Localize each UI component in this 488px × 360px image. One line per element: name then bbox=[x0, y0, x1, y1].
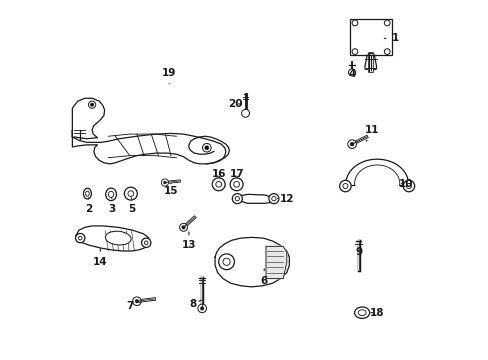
Polygon shape bbox=[72, 98, 104, 139]
Circle shape bbox=[215, 181, 221, 187]
Circle shape bbox=[223, 258, 230, 265]
Polygon shape bbox=[76, 226, 149, 251]
Circle shape bbox=[78, 236, 82, 240]
Circle shape bbox=[268, 194, 278, 204]
Circle shape bbox=[202, 143, 211, 152]
Text: 8: 8 bbox=[188, 299, 201, 309]
Circle shape bbox=[241, 109, 249, 117]
Circle shape bbox=[204, 146, 208, 150]
Circle shape bbox=[406, 184, 410, 189]
Text: 6: 6 bbox=[260, 269, 267, 286]
Circle shape bbox=[88, 101, 96, 108]
Circle shape bbox=[132, 297, 141, 306]
Text: 13: 13 bbox=[182, 232, 196, 250]
Text: 2: 2 bbox=[85, 198, 92, 215]
Text: 15: 15 bbox=[163, 184, 178, 197]
Text: 12: 12 bbox=[277, 194, 294, 204]
Circle shape bbox=[384, 20, 389, 26]
Circle shape bbox=[200, 307, 203, 310]
Text: 11: 11 bbox=[364, 125, 378, 141]
Circle shape bbox=[230, 178, 243, 191]
Text: 9: 9 bbox=[355, 244, 362, 257]
Polygon shape bbox=[72, 131, 225, 164]
Circle shape bbox=[342, 184, 347, 189]
Circle shape bbox=[349, 142, 353, 146]
Circle shape bbox=[182, 226, 185, 229]
Text: 14: 14 bbox=[93, 249, 107, 267]
Text: 7: 7 bbox=[126, 301, 140, 311]
Ellipse shape bbox=[105, 188, 116, 201]
Circle shape bbox=[384, 49, 389, 54]
Ellipse shape bbox=[105, 231, 131, 245]
Circle shape bbox=[233, 181, 239, 187]
Polygon shape bbox=[188, 136, 229, 164]
Polygon shape bbox=[265, 246, 286, 279]
Text: 16: 16 bbox=[212, 168, 226, 179]
Ellipse shape bbox=[85, 191, 89, 196]
Text: 3: 3 bbox=[108, 198, 115, 215]
Circle shape bbox=[271, 197, 276, 201]
Circle shape bbox=[218, 254, 234, 270]
Circle shape bbox=[403, 180, 414, 192]
Circle shape bbox=[232, 194, 242, 204]
Text: 17: 17 bbox=[229, 168, 244, 179]
Circle shape bbox=[179, 224, 187, 231]
Circle shape bbox=[351, 20, 357, 26]
Circle shape bbox=[161, 179, 168, 186]
Circle shape bbox=[128, 191, 133, 197]
Circle shape bbox=[348, 69, 355, 76]
Circle shape bbox=[163, 181, 166, 184]
Bar bbox=[349, 19, 391, 55]
Text: 19: 19 bbox=[162, 68, 176, 84]
Circle shape bbox=[351, 49, 357, 54]
Polygon shape bbox=[215, 237, 289, 287]
Circle shape bbox=[144, 241, 148, 244]
Ellipse shape bbox=[354, 307, 369, 319]
Circle shape bbox=[235, 197, 239, 201]
Ellipse shape bbox=[357, 310, 366, 316]
Text: 1: 1 bbox=[384, 33, 398, 43]
Circle shape bbox=[198, 304, 206, 313]
Circle shape bbox=[90, 103, 94, 106]
Circle shape bbox=[339, 180, 350, 192]
Circle shape bbox=[124, 187, 137, 200]
Text: 20: 20 bbox=[228, 99, 242, 109]
Circle shape bbox=[76, 233, 85, 243]
Polygon shape bbox=[236, 194, 274, 203]
Ellipse shape bbox=[83, 188, 91, 199]
Circle shape bbox=[135, 300, 139, 303]
Text: 18: 18 bbox=[369, 308, 384, 318]
Circle shape bbox=[142, 238, 151, 247]
Circle shape bbox=[347, 140, 356, 148]
Ellipse shape bbox=[108, 191, 114, 197]
Text: 10: 10 bbox=[398, 179, 412, 189]
Text: 5: 5 bbox=[128, 198, 135, 215]
Text: 4: 4 bbox=[347, 65, 355, 79]
Circle shape bbox=[212, 178, 224, 191]
